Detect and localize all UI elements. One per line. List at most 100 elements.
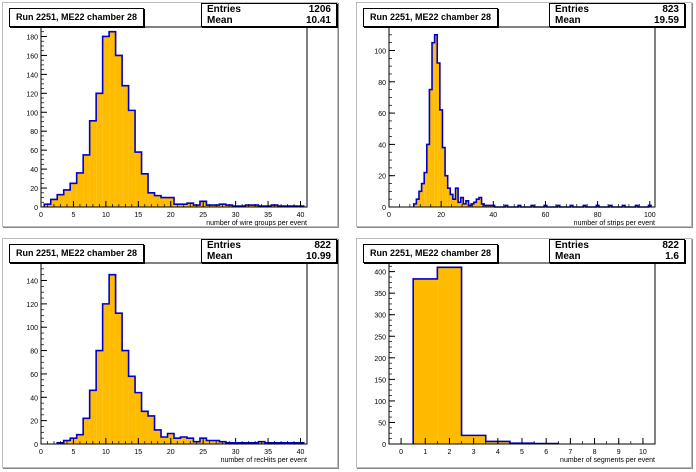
histogram-bin bbox=[445, 175, 448, 207]
stats-box: Entries 1206 Mean 10.41 bbox=[201, 3, 337, 27]
y-tick-label: 40 bbox=[30, 167, 38, 174]
y-tick-label: 80 bbox=[378, 80, 386, 87]
histogram-bin bbox=[421, 183, 425, 207]
histogram-bin bbox=[154, 429, 162, 444]
plot-frame bbox=[40, 262, 308, 445]
histogram-bin bbox=[83, 418, 90, 444]
histogram-bin bbox=[148, 192, 155, 207]
y-tick-label: 80 bbox=[30, 129, 38, 136]
histogram-bin bbox=[96, 93, 103, 207]
histogram-bin bbox=[109, 31, 116, 207]
y-tick-label: 60 bbox=[378, 111, 386, 118]
histogram-bin bbox=[413, 203, 417, 207]
histogram-bin bbox=[460, 197, 464, 207]
y-tick-label: 20 bbox=[30, 186, 38, 193]
histogram-bin bbox=[465, 200, 469, 207]
histogram-bin bbox=[89, 390, 97, 444]
histogram-bin bbox=[76, 434, 84, 444]
y-tick-label: 300 bbox=[374, 313, 386, 320]
stats-entries-label: Entries bbox=[555, 240, 589, 251]
histogram-outline bbox=[43, 30, 305, 207]
x-tick-label: 15 bbox=[134, 212, 142, 219]
histogram-bin bbox=[161, 197, 168, 207]
y-tick-label: 0 bbox=[34, 442, 38, 449]
histogram-bin bbox=[115, 313, 123, 444]
histogram-bin bbox=[476, 199, 479, 207]
y-tick-label: 200 bbox=[374, 356, 386, 363]
histogram-bin bbox=[102, 303, 110, 444]
stats-box: Entries 822 Mean 1.6 bbox=[549, 239, 685, 263]
x-tick-label: 0 bbox=[39, 449, 43, 456]
histogram-outline bbox=[56, 273, 305, 444]
histogram-bin bbox=[439, 109, 443, 207]
x-tick-label: 80 bbox=[594, 212, 602, 219]
y-tick-label: 100 bbox=[26, 325, 38, 332]
histogram-bin bbox=[141, 173, 149, 207]
histogram-pad-strips: Run 2251, ME22 chamber 28 Entries 823 Mea… bbox=[356, 2, 692, 227]
histogram-bin bbox=[109, 274, 116, 444]
histogram-bin bbox=[429, 89, 433, 207]
stats-mean-label: Mean bbox=[207, 15, 233, 26]
x-axis-label: number of segments per event bbox=[560, 457, 655, 464]
y-tick-label: 0 bbox=[34, 205, 38, 212]
y-tick-label: 120 bbox=[26, 302, 38, 309]
histogram-bin bbox=[418, 191, 422, 207]
histogram-bin bbox=[57, 194, 64, 207]
x-tick-label: 10 bbox=[639, 449, 647, 456]
x-tick-label: 0 bbox=[39, 212, 43, 219]
x-tick-label: 20 bbox=[437, 212, 445, 219]
stats-mean-label: Mean bbox=[207, 251, 233, 262]
x-tick-label: 10 bbox=[102, 212, 110, 219]
x-tick-label: 0 bbox=[399, 449, 403, 456]
x-tick-label: 1 bbox=[423, 449, 427, 456]
histogram-bin bbox=[437, 63, 440, 207]
histogram-bin bbox=[434, 34, 438, 208]
y-tick-label: 20 bbox=[30, 419, 38, 426]
y-tick-label: 20 bbox=[378, 174, 386, 181]
y-tick-label: 140 bbox=[26, 72, 38, 79]
histogram-bars bbox=[57, 274, 304, 444]
x-tick-label: 15 bbox=[134, 449, 142, 456]
x-tick-label: 8 bbox=[593, 449, 597, 456]
histogram-bin bbox=[452, 199, 456, 207]
y-tick-label: 60 bbox=[30, 148, 38, 155]
x-axis-label: number of recHits per event bbox=[221, 457, 307, 464]
stats-mean-value: 10.41 bbox=[305, 15, 331, 26]
histogram-bin bbox=[447, 188, 451, 207]
x-tick-label: 0 bbox=[387, 212, 391, 219]
histogram-bin bbox=[455, 188, 459, 207]
stats-entries-value: 822 bbox=[314, 240, 331, 251]
histogram-pad-segments: Run 2251, ME22 chamber 28 Entries 822 Mea… bbox=[356, 238, 692, 468]
x-tick-label: 35 bbox=[264, 449, 272, 456]
x-tick-label: 4 bbox=[496, 449, 500, 456]
histogram-pad-rechits: Run 2251, ME22 chamber 28 Entries 822 Mea… bbox=[2, 238, 338, 468]
stats-entries-value: 1206 bbox=[308, 4, 331, 15]
histogram-bin bbox=[437, 267, 462, 444]
y-tick-label: 40 bbox=[378, 142, 386, 149]
x-tick-label: 2 bbox=[448, 449, 452, 456]
histogram-bars bbox=[413, 34, 652, 208]
histogram-bin bbox=[128, 110, 136, 207]
stats-mean-label: Mean bbox=[555, 251, 581, 262]
histogram-bin bbox=[463, 203, 466, 207]
histogram-bin bbox=[63, 189, 71, 207]
y-tick-label: 0 bbox=[382, 205, 386, 212]
histogram-bin bbox=[70, 183, 77, 207]
x-tick-label: 60 bbox=[542, 212, 550, 219]
x-tick-label: 5 bbox=[71, 449, 75, 456]
stats-mean-value: 10.99 bbox=[305, 251, 331, 262]
stats-entries-value: 823 bbox=[662, 4, 679, 15]
stats-mean-label: Mean bbox=[555, 15, 581, 26]
y-tick-label: 400 bbox=[374, 270, 386, 277]
histogram-outline bbox=[412, 34, 652, 208]
x-tick-label: 9 bbox=[617, 449, 621, 456]
histogram-bin bbox=[135, 152, 142, 207]
histogram-bin bbox=[122, 85, 129, 207]
x-tick-label: 20 bbox=[167, 212, 175, 219]
y-tick-label: 350 bbox=[374, 291, 386, 298]
histogram-bin bbox=[128, 376, 136, 444]
y-tick-label: 100 bbox=[374, 48, 386, 55]
histogram-bin bbox=[432, 42, 435, 207]
x-tick-label: 40 bbox=[489, 212, 497, 219]
